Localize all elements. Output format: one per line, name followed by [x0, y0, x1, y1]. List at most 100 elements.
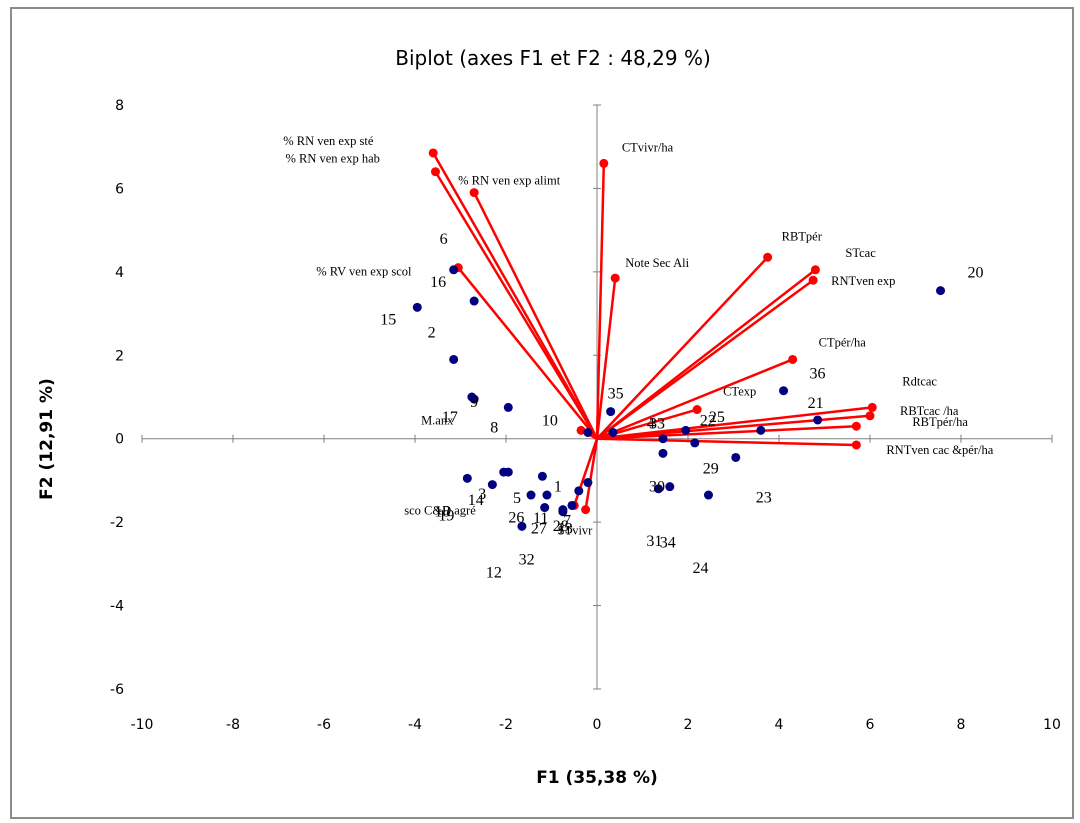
variable-vector [596, 279, 814, 440]
variable-vector [596, 437, 857, 447]
y-tick-label: -4 [110, 599, 124, 615]
observation-label: 29 [703, 460, 719, 477]
x-tick-label: 6 [866, 717, 875, 733]
observation-label: 25 [709, 409, 725, 426]
x-tick-label: -4 [408, 717, 422, 733]
observation-point [658, 434, 668, 444]
variable-label: STcac [845, 246, 876, 260]
x-tick-label: 0 [593, 717, 602, 733]
variable-vector [596, 406, 873, 440]
variable-label: RBTpér/ha [912, 415, 968, 429]
biplot-chart: Biplot (axes F1 et F2 : 48,29 %) -10 -8 -6… [37, 46, 1061, 788]
observation-label: 36 [810, 366, 826, 383]
y-tick-label: -6 [110, 682, 124, 698]
variable-vector-tip [576, 425, 586, 435]
observation-point [690, 438, 700, 448]
observation-point [653, 484, 663, 494]
observation-point [779, 386, 789, 396]
observation-point [469, 296, 479, 306]
observation-point [606, 407, 616, 417]
observation-point [526, 490, 536, 500]
observation-label: 7 [563, 512, 571, 529]
observation-label: 22 [700, 412, 716, 429]
observation-point [517, 521, 527, 531]
observation-point [449, 354, 459, 364]
observation-label: 23 [756, 489, 772, 506]
x-tick-label: -6 [317, 717, 331, 733]
observation-point [537, 471, 547, 481]
observation-label: 34 [660, 535, 676, 552]
observation-point [503, 402, 513, 412]
variable-vector-tip [610, 273, 620, 283]
variable-vector-tip [428, 148, 438, 158]
observation-point [487, 480, 497, 490]
variable-vector [595, 277, 617, 439]
observation-label: 11 [533, 510, 548, 527]
observation-label: 30 [649, 478, 665, 495]
chart-title: Biplot (axes F1 et F2 : 48,29 %) [395, 46, 711, 70]
observation-label: 9 [470, 394, 478, 411]
variable-label: % RV ven exp scol [316, 265, 412, 279]
observation-label: 31 [646, 533, 662, 550]
variable-label: Rdtcac [902, 374, 937, 388]
x-tick-label: -10 [131, 717, 154, 733]
observation-point [731, 452, 741, 462]
observation-point [583, 478, 593, 488]
variable-label: STvivr [558, 524, 594, 538]
variable-vector-tip [692, 405, 702, 415]
variable-vector [596, 358, 794, 440]
y-tick-label: 6 [115, 181, 124, 197]
variable-vector-tip [851, 421, 861, 431]
x-tick-label: 2 [684, 717, 693, 733]
variable-vector [434, 171, 599, 440]
variable-label: sco C&D agré [404, 503, 476, 517]
observation-point [813, 415, 823, 425]
x-tick-label: -2 [499, 717, 513, 733]
variable-vector-tip [763, 252, 773, 262]
observation-label: 18 [434, 503, 450, 520]
observation-point [499, 467, 509, 477]
observation-label: 17 [442, 409, 458, 426]
observation-label: 27 [531, 521, 547, 538]
observation-point [756, 425, 766, 435]
variable-label: % RN ven exp alimt [458, 174, 561, 188]
variable-vector [596, 414, 871, 440]
variable-label: RNTven cac &pér/ha [886, 443, 993, 457]
chart-frame: Biplot (axes F1 et F2 : 48,29 %) -10 -8 -6… [10, 7, 1074, 819]
observation-label: 32 [519, 552, 535, 569]
observation-point [703, 490, 713, 500]
variable-vector-tip [430, 167, 440, 177]
observation-label: 8 [490, 419, 498, 436]
observation-label: 26 [508, 509, 524, 526]
variable-label: CTvivr/ha [622, 140, 674, 154]
observation-point [558, 505, 568, 515]
observation-label: 28 [553, 518, 569, 535]
variable-label: RBTcac /ha [900, 404, 959, 418]
variable-label: M.anx [421, 413, 454, 427]
observation-point [583, 427, 593, 437]
observation-label: 19 [438, 508, 454, 525]
observation-label: 21 [808, 395, 824, 412]
x-tick-label: 8 [957, 717, 966, 733]
observation-point [449, 265, 459, 275]
variable-vector-tip [788, 354, 798, 364]
variable-vector-tip [851, 440, 861, 450]
observation-label: 12 [486, 564, 502, 581]
observation-label: 5 [513, 490, 521, 507]
variable-label: % RN ven exp hab [285, 152, 379, 166]
variable-vector [473, 192, 599, 440]
observation-point [658, 448, 668, 458]
observation-label: 15 [380, 311, 396, 328]
variable-label: CTpér/ha [819, 335, 867, 349]
variable-vector [584, 438, 599, 510]
variable-vector [457, 266, 598, 440]
observation-point [412, 302, 422, 312]
variable-vector [596, 256, 769, 440]
observation-point [665, 482, 675, 492]
observation-point [467, 392, 477, 402]
x-tick-label: -8 [226, 717, 240, 733]
variable-vector [432, 152, 599, 440]
x-tick-label: 10 [1043, 717, 1061, 733]
observation-label: 4 [647, 415, 655, 432]
observation-point [574, 486, 584, 496]
